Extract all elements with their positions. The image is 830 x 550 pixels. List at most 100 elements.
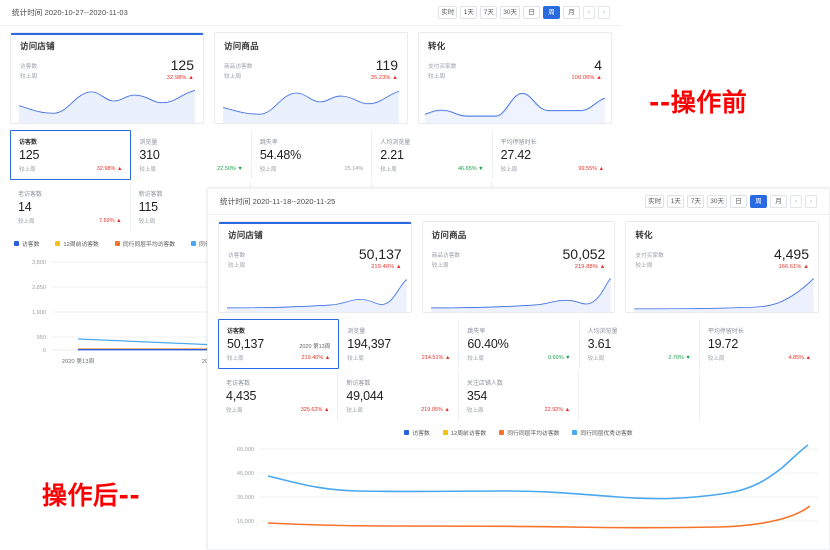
- legend-item-peer-excellent[interactable]: 同行同层优秀访客数: [572, 428, 633, 437]
- annotation-before: --操作前: [649, 88, 748, 117]
- metric-tile-bounce-rate[interactable]: 跳失率 54.48% 较上周 25.14%: [252, 130, 373, 180]
- summary-card-conversion[interactable]: 转化 支付买家数 4 较上周 100.00% ▲: [418, 32, 612, 124]
- card-compare-label: 较上周: [224, 74, 242, 80]
- metric-name: 跳失率: [259, 140, 278, 146]
- card-value: 4: [594, 57, 602, 73]
- annotation-after: 操作后--: [42, 481, 141, 510]
- metric-value: 194,397: [347, 337, 391, 351]
- summary-card-store-visits[interactable]: 访问店铺 访客数 125 较上周 32.98% ▲: [10, 32, 204, 124]
- legend-label: 12周前访客数: [450, 431, 487, 437]
- summary-card-product-visits[interactable]: 访问商品 商品访客数 50,052 较上周 219.88% ▲: [421, 221, 616, 313]
- metric-name: 访客数: [227, 329, 246, 335]
- metric-tile-new-visitors[interactable]: 新访客数 49,044 较上周 219.05% ▲: [338, 371, 459, 421]
- legend-item-peer-average[interactable]: 同行同层平均访客数: [499, 428, 559, 437]
- panel2-line-chart: 60,000 45,000 30,000 15,000: [208, 439, 829, 539]
- panel2-metrics-row-2: 老访客数 4,435 较上周 325.62% ▲ 新访客数 49,044 较上周…: [208, 369, 829, 421]
- metric-name: 新访客数: [346, 381, 371, 387]
- range-tab-1day[interactable]: 1天: [667, 195, 685, 208]
- legend-swatch-icon: [114, 241, 120, 246]
- metric-tile-returning-visitors[interactable]: 老访客数 14 较上周 7.69% ▲: [10, 182, 131, 232]
- metric-week-label: 2020 第13周: [299, 344, 331, 350]
- legend-item-peer-average[interactable]: 同行同层平均访客数: [114, 239, 175, 248]
- legend-label: 访客数: [22, 242, 40, 248]
- metric-tile-pageviews[interactable]: 浏览量 194,397 较上周 214.51% ▲: [339, 319, 460, 369]
- legend-item-peer[interactable]: 同行: [191, 239, 211, 248]
- legend-swatch-icon: [14, 241, 19, 246]
- chevron-right-icon[interactable]: ›: [598, 6, 610, 19]
- range-tab-30day[interactable]: 30天: [707, 195, 727, 208]
- card-delta: 219.40% ▲: [371, 263, 402, 270]
- metric-delta: 46.65% ▼: [457, 166, 484, 172]
- metric-delta: 99.55% ▲: [578, 166, 605, 172]
- range-tab-realtime[interactable]: 实时: [645, 195, 665, 208]
- metric-tile-spacer-2: [700, 371, 819, 421]
- range-tab-month[interactable]: 月: [770, 195, 787, 208]
- metric-tile-visitors[interactable]: 访客数 125 较上周 32.98% ▲: [10, 130, 132, 180]
- metric-delta: 7.69% ▲: [99, 218, 122, 224]
- legend-item-12weeks-ago[interactable]: 12周前访客数: [55, 239, 99, 248]
- panel1-chart-legend[interactable]: 访客数 12周前访客数 同行同层平均访客数 同行: [0, 232, 622, 250]
- metric-value: 49,044: [346, 389, 384, 403]
- range-tab-day[interactable]: 日: [523, 6, 540, 19]
- chevron-left-icon[interactable]: ‹: [583, 6, 595, 19]
- range-tab-month[interactable]: 月: [563, 6, 580, 19]
- metric-value: 19.72: [707, 337, 739, 351]
- range-tab-week[interactable]: 周: [750, 195, 767, 208]
- panel1-range-tabs[interactable]: 实时 1天 7天 30天 日 周 月 ‹ ›: [438, 6, 610, 19]
- y-tick-1: 950: [37, 335, 46, 341]
- metric-name: 老访客数: [226, 381, 251, 387]
- metric-tile-avg-stay-duration[interactable]: 平均停留时长 27.42 较上周 99.55% ▲: [493, 130, 612, 180]
- chevron-right-icon[interactable]: ›: [805, 195, 817, 208]
- legend-swatch-icon: [572, 430, 578, 435]
- metric-value: 354: [466, 389, 488, 403]
- legend-item-visitors[interactable]: 访客数: [404, 428, 430, 437]
- range-tab-week[interactable]: 周: [543, 6, 560, 19]
- metric-compare-label: 较上周: [467, 356, 484, 362]
- metric-value: 115: [138, 200, 159, 214]
- metric-tile-views-per-visitor[interactable]: 人均浏览量 3.61 较上周 2.70% ▼: [580, 319, 700, 369]
- card-active-bar: [218, 222, 411, 224]
- panel2-chart-legend[interactable]: 访客数 12周前访客数 同行同层平均访客数 同行同层优秀访客数: [208, 421, 829, 439]
- summary-card-product-visits[interactable]: 访问商品 商品访客数 119 较上周 35.23% ▲: [214, 32, 408, 124]
- metric-tile-store-followers[interactable]: 关注店铺人数 354 较上周 22.92% ▲: [459, 371, 580, 421]
- card-delta: 166.61% ▲: [778, 263, 810, 270]
- card-title: 转化: [428, 41, 446, 51]
- summary-card-store-visits[interactable]: 访问店铺 访客数 50,137 较上周 219.40% ▲: [218, 221, 412, 313]
- metric-tile-pageviews[interactable]: 浏览量 310 较上周 22.50% ▼: [131, 130, 252, 180]
- range-tab-realtime[interactable]: 实时: [438, 6, 458, 19]
- card-value: 4,495: [773, 246, 810, 262]
- card-delta: 32.98% ▲: [166, 74, 194, 81]
- range-tab-1day[interactable]: 1天: [460, 6, 478, 19]
- series-peer-excellent: [267, 444, 809, 500]
- metric-tile-avg-stay-duration[interactable]: 平均停留时长 19.72 较上周 4.85% ▲: [700, 319, 819, 369]
- panel1-stat-time: 统计时间 2020-10-27--2020-11-03: [12, 8, 128, 17]
- sparkline-fill: [430, 278, 611, 312]
- sparkline-fill: [19, 90, 195, 123]
- y-tick-1: 30,000: [237, 495, 254, 501]
- metric-tile-bounce-rate[interactable]: 跳失率 60.40% 较上周 0.60% ▼: [459, 319, 580, 369]
- metric-tile-returning-visitors[interactable]: 老访客数 4,435 较上周 325.62% ▲: [218, 371, 339, 421]
- metric-compare-label: 较上周: [226, 408, 243, 414]
- sparkline-path: [634, 278, 815, 310]
- metric-name: 跳失率: [467, 329, 486, 335]
- metric-value: 3.61: [587, 337, 612, 351]
- card-sparkline: [11, 85, 203, 123]
- legend-item-12weeks-ago[interactable]: 12周前访客数: [442, 428, 487, 437]
- metric-tile-views-per-visitor[interactable]: 人均浏览量 2.21 较上周 46.65% ▼: [372, 130, 493, 180]
- card-value: 50,052: [562, 246, 606, 262]
- legend-item-visitors[interactable]: 访客数: [14, 239, 39, 248]
- range-tab-7day[interactable]: 7天: [480, 6, 498, 19]
- legend-swatch-icon: [442, 430, 448, 435]
- y-tick-2: 1,900: [32, 310, 46, 316]
- range-tab-day[interactable]: 日: [730, 195, 747, 208]
- summary-card-conversion[interactable]: 转化 支付买家数 4,495 较上周 166.61% ▲: [625, 221, 820, 313]
- card-title: 转化: [635, 230, 653, 240]
- metric-name: 新访客数: [138, 192, 163, 198]
- range-tab-7day[interactable]: 7天: [687, 195, 705, 208]
- range-tab-30day[interactable]: 30天: [500, 6, 520, 19]
- y-tick-4: 3,800: [32, 260, 46, 266]
- metric-tile-visitors[interactable]: 访客数 50,137 2020 第13周 较上周 219.40% ▲: [218, 319, 340, 369]
- chevron-left-icon[interactable]: ‹: [790, 195, 802, 208]
- analytics-panel-after: 统计时间 2020-11-18--2020-11-25 实时 1天 7天 30天…: [207, 188, 830, 550]
- panel2-range-tabs[interactable]: 实时 1天 7天 30天 日 周 月 ‹ ›: [645, 195, 817, 208]
